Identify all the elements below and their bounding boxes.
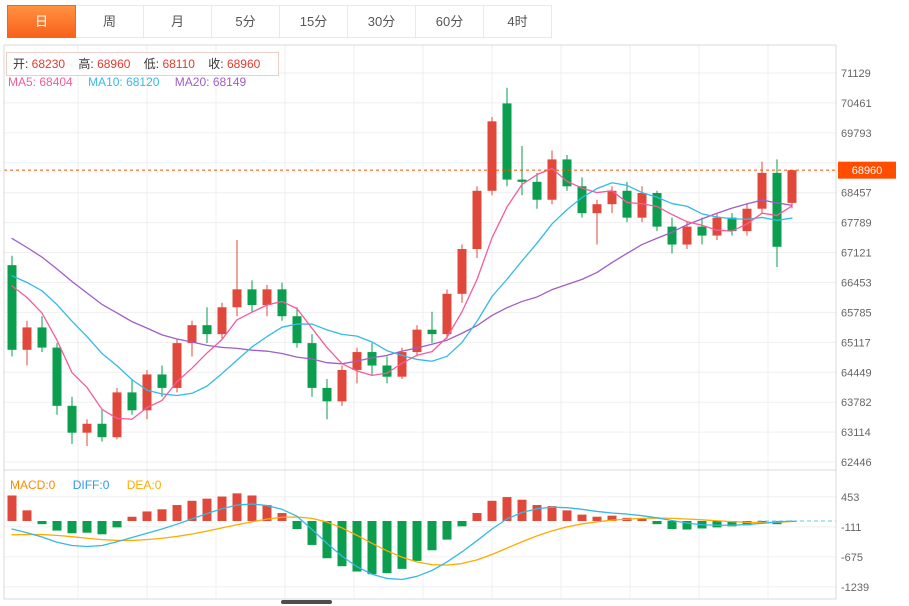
open-label: 开: bbox=[13, 57, 32, 71]
ma10-value: MA10: 68120 bbox=[88, 75, 160, 89]
gridlines bbox=[4, 45, 836, 599]
low-value: 68110 bbox=[162, 57, 195, 71]
high-value: 68960 bbox=[97, 57, 131, 71]
ma20-value: MA20: 68149 bbox=[174, 75, 247, 89]
tab-month[interactable]: 月 bbox=[143, 5, 212, 38]
svg-text:66453: 66453 bbox=[841, 277, 872, 289]
macd-axis-labels: 453 -111 -675 -1239 bbox=[841, 492, 869, 594]
svg-text:67121: 67121 bbox=[841, 248, 872, 260]
svg-text:64449: 64449 bbox=[841, 367, 872, 379]
chart-frame bbox=[3, 44, 837, 600]
high-label: 高: bbox=[78, 57, 98, 71]
svg-text:70461: 70461 bbox=[841, 98, 872, 110]
macd-histogram bbox=[7, 493, 797, 575]
svg-text:-675: -675 bbox=[841, 552, 863, 564]
period-tab-bar: 日周月 5分 15分 30分 60分 4时 bbox=[7, 5, 552, 39]
ohlc-header: 开: 68230 高: 68960 低: 68110 收: 68960 bbox=[6, 52, 280, 76]
ma-header: MA5: 68404 MA10: 68120 MA20: 68149 bbox=[8, 75, 258, 89]
diff-line bbox=[11, 503, 793, 581]
svg-text:68960: 68960 bbox=[852, 165, 883, 177]
svg-text:71129: 71129 bbox=[841, 68, 871, 80]
dea-value: DEA:0 bbox=[126, 478, 162, 492]
tab-day[interactable]: 日 bbox=[7, 5, 76, 38]
svg-text:63782: 63782 bbox=[841, 397, 872, 409]
low-label: 低: bbox=[143, 57, 163, 71]
close-value: 68960 bbox=[226, 57, 261, 71]
svg-text:62446: 62446 bbox=[841, 457, 872, 469]
svg-text:69793: 69793 bbox=[841, 128, 872, 140]
tab-4hour[interactable]: 4时 bbox=[483, 5, 552, 38]
price-axis-labels: 71129 70461 69793 68457 67789 67121 66453 65785… bbox=[841, 68, 872, 469]
h-scrollbar-thumb[interactable] bbox=[281, 600, 332, 604]
svg-text:-1239: -1239 bbox=[841, 582, 869, 594]
svg-text:65117: 65117 bbox=[841, 337, 871, 349]
open-value: 68230 bbox=[31, 57, 66, 71]
macd-value: MACD:0 bbox=[10, 478, 56, 492]
ma5-value: MA5: 68404 bbox=[8, 75, 73, 89]
svg-text:65785: 65785 bbox=[841, 307, 872, 319]
ma20-line bbox=[11, 199, 793, 365]
svg-text:-111: -111 bbox=[841, 522, 861, 534]
diff-value: DIFF:0 bbox=[72, 478, 110, 492]
tab-60min[interactable]: 60分 bbox=[415, 5, 484, 38]
svg-text:68457: 68457 bbox=[841, 188, 872, 200]
macd-header: MACD:0 DIFF:0 DEA:0 bbox=[10, 478, 175, 492]
tab-15min[interactable]: 15分 bbox=[279, 5, 348, 38]
candlesticks bbox=[7, 87, 797, 447]
close-label: 收: bbox=[208, 57, 227, 71]
ma10-line bbox=[11, 182, 793, 397]
svg-text:63114: 63114 bbox=[841, 427, 871, 439]
current-price-badge: 68960 bbox=[838, 161, 896, 179]
tab-30min[interactable]: 30分 bbox=[347, 5, 416, 38]
svg-text:67789: 67789 bbox=[841, 218, 872, 230]
svg-text:453: 453 bbox=[841, 492, 859, 504]
ma5-line bbox=[11, 167, 793, 420]
